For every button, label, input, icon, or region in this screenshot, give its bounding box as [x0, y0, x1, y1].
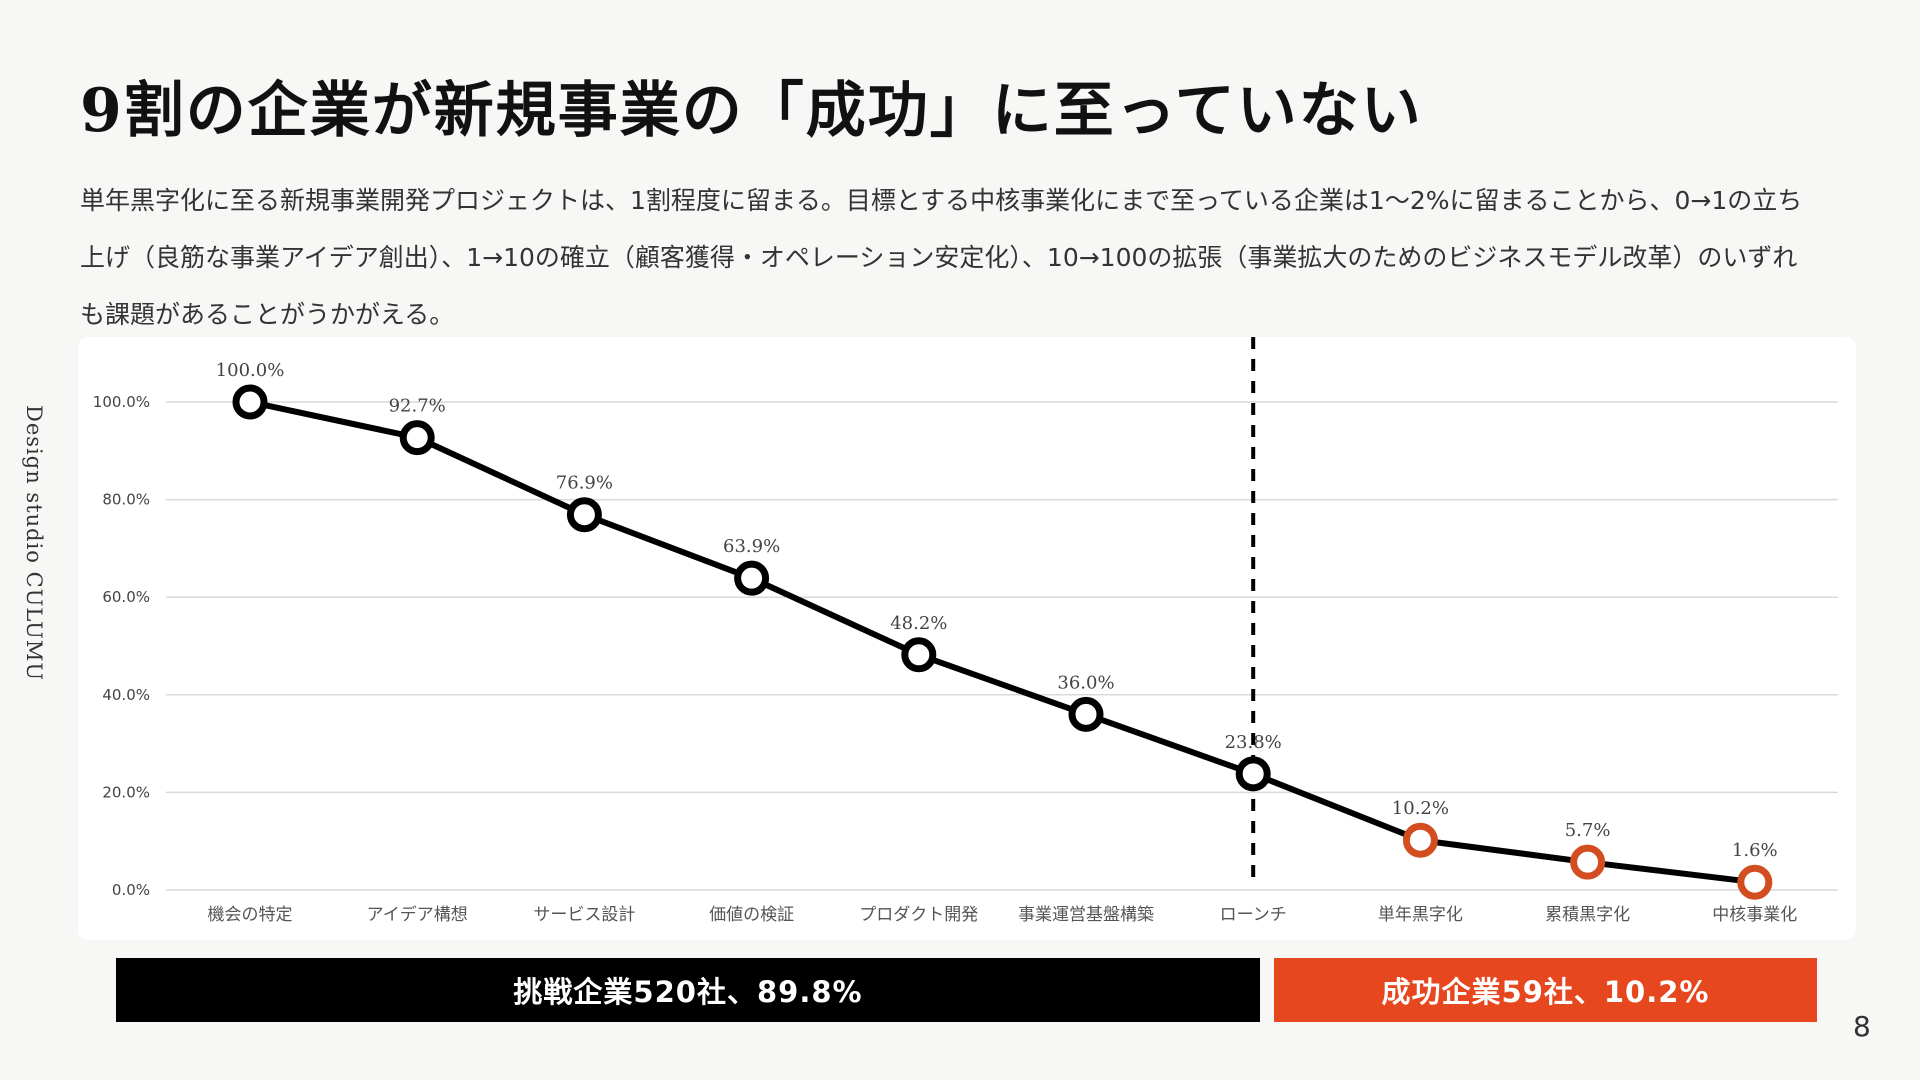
y-tick-label: 80.0%	[102, 491, 150, 509]
data-point-marker	[232, 384, 268, 420]
y-tick-label: 40.0%	[102, 686, 150, 704]
data-point-marker	[734, 560, 770, 596]
data-point-marker	[1068, 696, 1104, 732]
page-number: 8	[1853, 1010, 1871, 1043]
data-label: 36.0%	[1057, 672, 1114, 693]
brand-side-label: Design studio CULUMU	[22, 405, 46, 682]
lead-paragraph: 単年黒字化に至る新規事業開発プロジェクトは、1割程度に留まる。目標とする中核事業…	[80, 186, 1803, 329]
data-point-marker	[1235, 756, 1271, 792]
x-category-label: アイデア構想	[367, 904, 468, 925]
data-label: 63.9%	[723, 536, 780, 557]
data-point-marker	[901, 637, 937, 673]
data-point-marker	[399, 420, 435, 456]
x-category-label: 累積黒字化	[1545, 905, 1630, 925]
data-label: 5.7%	[1565, 820, 1611, 841]
y-tick-label: 60.0%	[102, 588, 150, 606]
data-point-marker	[1402, 822, 1438, 858]
data-label: 23.8%	[1225, 732, 1282, 753]
x-category-label: ローンチ	[1220, 905, 1287, 925]
line-chart: 0.0% 20.0% 40.0% 60.0% 80.0% 100.0% 機会の特定 アイデア構…	[93, 337, 1838, 925]
data-label: 92.7%	[389, 396, 446, 417]
series-line	[249, 399, 1756, 886]
chart-panel: 0.0% 20.0% 40.0% 60.0% 80.0% 100.0% 機会の特定 アイデア構…	[78, 337, 1856, 940]
y-tick-label: 100.0%	[93, 393, 150, 411]
x-category-label: 事業運営基盤構築	[1018, 905, 1154, 925]
x-category-label: 中核事業化	[1712, 905, 1797, 925]
data-point-marker	[566, 497, 602, 533]
y-tick-label: 20.0%	[102, 783, 150, 801]
data-point-marker	[1737, 864, 1773, 900]
data-label: 1.6%	[1732, 840, 1778, 861]
x-category-label: 機会の特定	[208, 905, 293, 925]
y-tick-label: 0.0%	[112, 881, 150, 899]
data-label: 76.9%	[556, 473, 613, 494]
page-title: 9割の企業が新規事業の「成功」に至っていない	[80, 76, 1423, 146]
data-label: 10.2%	[1392, 798, 1449, 819]
challenge-companies-bar: 挑戦企業520社、89.8%	[116, 958, 1260, 1022]
x-category-label: 価値の検証	[709, 905, 794, 925]
x-category-label: プロダクト開発	[859, 905, 978, 925]
data-label: 100.0%	[216, 360, 285, 381]
x-category-label: サービス設計	[533, 905, 635, 925]
x-category-label: 単年黒字化	[1378, 905, 1463, 925]
success-companies-bar: 成功企業59社、10.2%	[1274, 958, 1817, 1022]
data-label: 48.2%	[890, 613, 947, 634]
data-point-marker	[1570, 844, 1606, 880]
